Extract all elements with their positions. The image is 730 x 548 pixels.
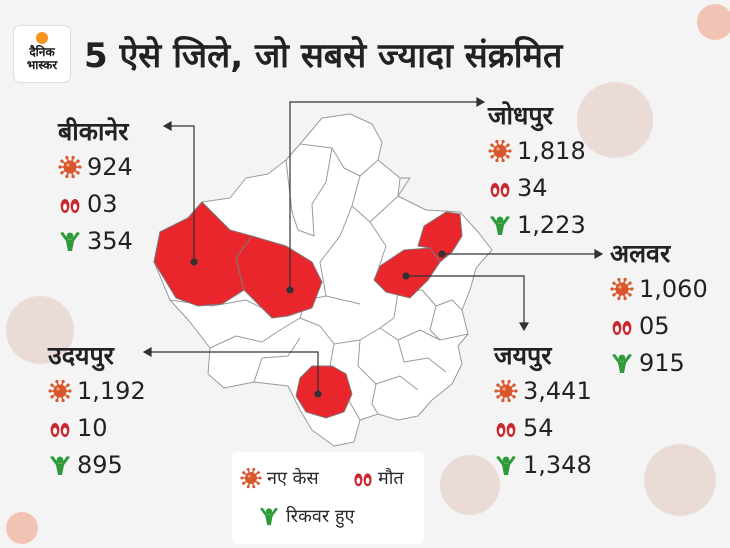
- recovered-stat: 1,223: [488, 206, 586, 243]
- recovered-value: 1,348: [523, 450, 592, 479]
- cases-stat: 924: [58, 148, 133, 185]
- recovered-value: 1,223: [517, 210, 586, 239]
- district-jaipur: जयपुर 3,441 54 1,348: [494, 338, 592, 483]
- footprint-icon: [50, 422, 70, 437]
- district-bikaner: बीकानेर 924 03 354: [58, 114, 133, 259]
- page-title: 5 ऐसे जिले, जो सबसे ज्यादा संक्रमित: [84, 36, 563, 76]
- district-border: [253, 337, 301, 383]
- dainik-bhaskar-logo: दैनिक भास्कर: [14, 26, 70, 82]
- deaths-value: 05: [639, 311, 670, 340]
- person-recovered-icon: [259, 507, 279, 526]
- district-border: [429, 305, 469, 341]
- deaths-stat: 03: [58, 185, 133, 222]
- district-name: जोधपुर: [488, 101, 553, 130]
- region-udaipur: [295, 365, 353, 419]
- district-border: [397, 177, 411, 197]
- deaths-stat: 34: [488, 169, 586, 206]
- jaipur-leader-line: [406, 275, 525, 330]
- cases-value: 1,060: [639, 274, 708, 303]
- recovered-stat: 895: [48, 446, 146, 483]
- person-recovered-icon: [60, 231, 80, 251]
- logo-line2: भास्कर: [26, 58, 58, 72]
- deaths-stat: 54: [494, 409, 592, 446]
- region-alwar: [417, 211, 463, 263]
- cases-value: 1,192: [77, 376, 146, 405]
- bikaner-leader-line: [164, 125, 195, 262]
- virus-icon: [488, 139, 512, 162]
- logo-sun-icon: [36, 32, 48, 44]
- person-recovered-icon: [50, 455, 70, 475]
- footprint-icon: [490, 182, 510, 197]
- deaths-value: 03: [87, 189, 118, 218]
- legend-recovered: रिकवर हुए: [258, 504, 354, 528]
- person-recovered-icon: [612, 353, 632, 373]
- recovered-stat: 915: [610, 344, 708, 381]
- cases-stat: 1,818: [488, 132, 586, 169]
- district-name: अलवर: [610, 239, 671, 268]
- cases-stat: 1,192: [48, 372, 146, 409]
- virus-icon: [494, 379, 518, 402]
- cases-stat: 3,441: [494, 372, 592, 409]
- district-border: [379, 291, 399, 329]
- district-border: [319, 205, 361, 305]
- cases-stat: 1,060: [610, 270, 708, 307]
- cases-value: 3,441: [523, 376, 592, 405]
- district-jodhpur: जोधपुर 1,818 34 1,223: [488, 98, 586, 243]
- footprint-icon: [60, 198, 80, 213]
- district-border: [299, 143, 379, 177]
- recovered-stat: 354: [58, 222, 133, 259]
- deaths-stat: 10: [48, 409, 146, 446]
- header: दैनिक भास्कर 5 ऐसे जिले, जो सबसे ज्यादा …: [14, 24, 562, 84]
- legend-deaths-label: मौत: [378, 468, 404, 489]
- recovered-value: 895: [77, 450, 123, 479]
- legend-deaths: मौत: [352, 466, 404, 490]
- region-jodhpur: [235, 235, 323, 319]
- deaths-value: 54: [523, 413, 554, 442]
- deaths-value: 10: [77, 413, 108, 442]
- district-border: [311, 147, 333, 237]
- footprint-icon: [354, 473, 372, 487]
- virus-icon: [58, 155, 82, 178]
- district-border: [351, 175, 399, 223]
- legend-recovered-label: रिकवर हुए: [286, 506, 355, 527]
- jodhpur-leader-line: [289, 101, 484, 290]
- recovered-value: 915: [639, 348, 685, 377]
- deaths-stat: 05: [610, 307, 708, 344]
- district-border: [421, 289, 463, 311]
- district-udaipur: उदयपुर 1,192 10 895: [48, 338, 146, 483]
- legend-cases: नए केस: [240, 466, 319, 490]
- district-name: जयपुर: [494, 341, 552, 370]
- footprint-icon: [496, 422, 516, 437]
- deaths-value: 34: [517, 173, 548, 202]
- recovered-stat: 1,348: [494, 446, 592, 483]
- legend-cases-label: नए केस: [267, 468, 319, 489]
- legend: नए केस मौत रिकवर हुए: [232, 452, 424, 544]
- person-recovered-icon: [496, 455, 516, 475]
- footprint-icon: [612, 320, 632, 335]
- district-border: [371, 383, 379, 415]
- district-border: [285, 159, 315, 237]
- virus-icon: [48, 379, 72, 402]
- cases-value: 924: [87, 152, 133, 181]
- logo-line1: दैनिक: [29, 45, 55, 59]
- udaipur-leader-line: [144, 351, 319, 394]
- cases-value: 1,818: [517, 136, 586, 165]
- virus-icon: [610, 277, 634, 300]
- district-name: बीकानेर: [58, 117, 129, 146]
- district-name: उदयपुर: [48, 341, 114, 370]
- district-border: [397, 339, 447, 373]
- virus-icon: [240, 467, 262, 489]
- person-recovered-icon: [490, 215, 510, 235]
- district-border: [209, 317, 321, 349]
- recovered-value: 354: [87, 226, 133, 255]
- district-alwar: अलवर 1,060 05 915: [610, 236, 708, 381]
